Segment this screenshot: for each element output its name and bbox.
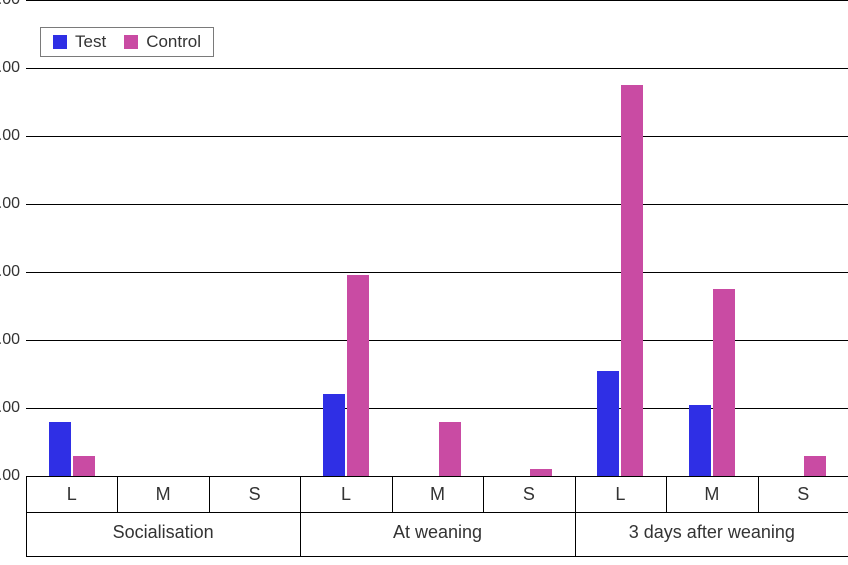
chart-container: 0.00 0.00 0.00 0.00 0.00 0.00 0.00 0.00 L M S Socia… — [0, 0, 848, 565]
subgroup-divider — [666, 476, 667, 512]
x-sub-label: M — [430, 484, 445, 505]
y-tick-label: 0.00 — [0, 331, 26, 349]
y-tick-label: 0.00 — [0, 263, 26, 281]
y-tick-label: 0.00 — [0, 467, 26, 485]
bar-control — [439, 422, 461, 476]
legend-item: Control — [124, 32, 201, 52]
legend-label: Test — [75, 32, 106, 52]
plot-area: 0.000.000.000.000.000.000.000.00LMSSocia… — [26, 0, 848, 476]
grid-line — [26, 476, 848, 477]
grid-line — [26, 0, 848, 1]
bar-control — [804, 456, 826, 476]
x-sub-label: S — [797, 484, 809, 505]
bar-control — [347, 275, 369, 476]
subgroup-divider — [392, 476, 393, 512]
y-tick-label: 0.00 — [0, 0, 26, 9]
label-row-divider — [26, 512, 848, 513]
x-sub-label: L — [67, 484, 77, 505]
grid-line — [26, 204, 848, 205]
group-divider — [300, 476, 301, 556]
x-sub-label: S — [523, 484, 535, 505]
bar-control — [621, 85, 643, 476]
x-sub-label: L — [341, 484, 351, 505]
x-sub-label: L — [615, 484, 625, 505]
bar-test — [323, 394, 345, 476]
legend: Test Control — [40, 27, 214, 57]
legend-swatch — [53, 35, 67, 49]
x-sub-label: S — [249, 484, 261, 505]
x-group-label: At weaning — [393, 522, 482, 543]
subgroup-divider — [483, 476, 484, 512]
legend-label: Control — [146, 32, 201, 52]
x-sub-label: M — [156, 484, 171, 505]
bar-control — [73, 456, 95, 476]
group-divider — [26, 476, 27, 556]
subgroup-divider — [117, 476, 118, 512]
bar-control — [530, 469, 552, 476]
x-group-label: 3 days after weaning — [629, 522, 795, 543]
y-tick-label: 0.00 — [0, 195, 26, 213]
x-group-label: Socialisation — [113, 522, 214, 543]
grid-line — [26, 68, 848, 69]
grid-line — [26, 272, 848, 273]
bar-control — [713, 289, 735, 476]
x-sub-label: M — [704, 484, 719, 505]
subgroup-divider — [758, 476, 759, 512]
y-tick-label: 0.00 — [0, 127, 26, 145]
grid-line — [26, 136, 848, 137]
group-divider — [575, 476, 576, 556]
label-bottom-line — [26, 556, 848, 557]
y-tick-label: 0.00 — [0, 399, 26, 417]
bar-test — [689, 405, 711, 476]
subgroup-divider — [209, 476, 210, 512]
bar-test — [49, 422, 71, 476]
y-tick-label: 0.00 — [0, 59, 26, 77]
legend-swatch — [124, 35, 138, 49]
bar-test — [597, 371, 619, 476]
legend-item: Test — [53, 32, 106, 52]
